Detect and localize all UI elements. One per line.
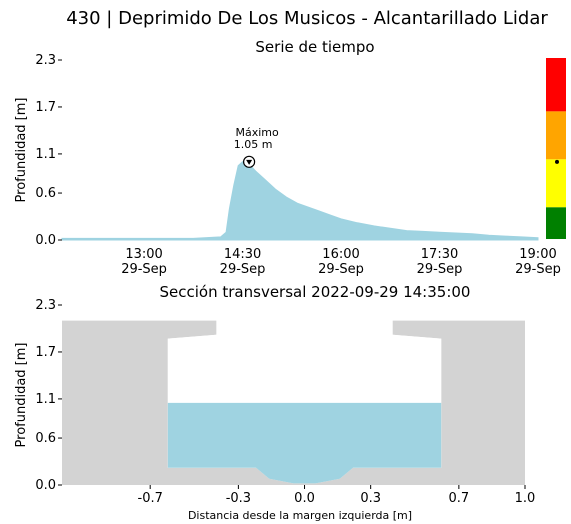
y-tick-label: 0.0 (35, 233, 56, 248)
y-tick-label: 0.6 (35, 186, 56, 201)
y-tick-label: 1.7 (35, 100, 56, 115)
time-series-y-axis-label: Profundidad [m] (14, 98, 29, 203)
x-tick-label: 0.3 (360, 491, 381, 506)
x-tick-label: 1.0 (515, 491, 536, 506)
y-tick-label: 1.7 (35, 345, 56, 360)
x-tick-date-label: 29-Sep (318, 262, 364, 277)
y-tick-label: 2.3 (35, 53, 56, 68)
x-tick-label: 0.0 (294, 491, 315, 506)
x-tick-date-label: 29-Sep (121, 262, 167, 277)
cross-section-title: Sección transversal 2022-09-29 14:35:00 (160, 283, 471, 301)
y-tick-label: 0.0 (35, 478, 56, 493)
cross-section-x-axis-label: Distancia desde la margen izquierda [m] (188, 509, 412, 522)
y-tick-label: 1.1 (35, 392, 56, 407)
figure-title: 430 | Deprimido De Los Musicos - Alcanta… (66, 8, 548, 29)
x-tick-label: 0.7 (449, 491, 470, 506)
y-tick-label: 0.6 (35, 431, 56, 446)
x-tick-date-label: 29-Sep (417, 262, 463, 277)
time-series-plot: 0.00.61.11.72.313:0029-Sep14:3029-Sep16:… (35, 53, 561, 277)
cross-section-y-axis-label: Profundidad [m] (14, 343, 29, 448)
x-tick-date-label: 29-Sep (220, 262, 266, 277)
gauge-segment (546, 159, 566, 208)
cross-section-plot: 0.0 0.6 1.1 1.7 2.3 -0.7 -0.3 0.0 0.3 0.7 1.0 (35, 298, 535, 506)
x-tick-label: 14:30 (224, 247, 261, 262)
x-tick-label: 16:00 (322, 247, 359, 262)
gauge-segment (546, 111, 566, 160)
water-fill (167, 402, 442, 484)
x-tick-label: 17:30 (421, 247, 458, 262)
max-annotation-value: 1.05 m (234, 138, 273, 151)
y-tick-label: 2.3 (35, 298, 56, 313)
x-tick-label: 19:00 (519, 247, 556, 262)
y-tick-label: 1.1 (35, 147, 56, 162)
x-tick-label: -0.3 (226, 491, 251, 506)
gauge-segment (546, 58, 566, 112)
max-annotation-label: Máximo (235, 126, 279, 139)
gauge-segment (546, 207, 566, 239)
depth-series-area (61, 161, 539, 241)
channel-section (62, 320, 525, 485)
time-series-title: Serie de tiempo (255, 38, 374, 56)
depth-gauge (546, 58, 566, 239)
x-tick-label: 13:00 (125, 247, 162, 262)
max-marker-arrow (246, 159, 253, 165)
x-tick-date-label: 29-Sep (515, 262, 561, 277)
gauge-marker (555, 159, 559, 164)
x-tick-label: -0.7 (138, 491, 163, 506)
